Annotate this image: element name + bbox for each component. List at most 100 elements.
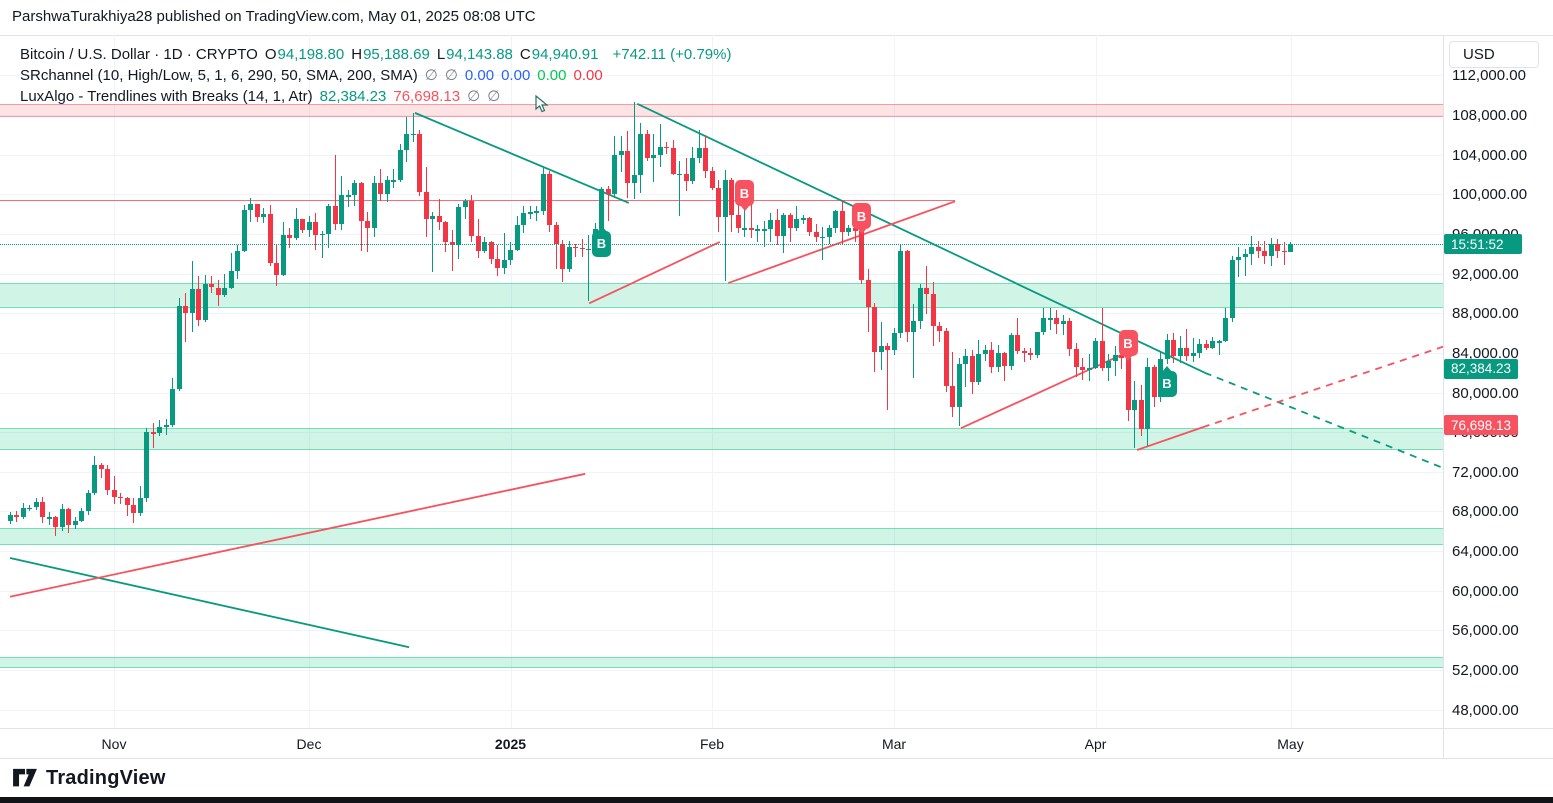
price-axis-label: 68,000.00 [1452, 503, 1519, 521]
price-axis-label: 64,000.00 [1452, 543, 1519, 561]
candle [846, 228, 851, 232]
candle-wick [1062, 315, 1064, 336]
candle [521, 213, 526, 226]
candle [826, 228, 832, 237]
candle [917, 287, 923, 322]
candle [1223, 318, 1228, 341]
candle [1086, 367, 1092, 370]
current-price-line [0, 244, 1443, 246]
candle [1190, 352, 1196, 356]
candle-wick [1186, 329, 1187, 361]
grid-line [114, 35, 115, 728]
candle-wick [822, 227, 823, 260]
candle [937, 326, 942, 332]
ohlc-value: 95,188.69 [363, 46, 430, 63]
candle [118, 496, 123, 499]
grid-line [0, 670, 1443, 672]
candle [1249, 246, 1254, 254]
candle [677, 173, 682, 176]
candle [287, 234, 292, 238]
candle [163, 425, 169, 428]
candle-wick [1192, 338, 1194, 362]
candle [969, 355, 975, 382]
indicator-value: 82,384.23 [319, 88, 387, 105]
indicator-value: ∅ [444, 67, 458, 84]
candle [53, 517, 58, 528]
candle [274, 262, 279, 275]
candle [670, 147, 676, 174]
candle [950, 385, 955, 408]
candle [631, 174, 637, 184]
candle [235, 250, 240, 271]
candle-wick [185, 293, 186, 342]
candle [612, 154, 617, 195]
candle [995, 352, 1001, 367]
candle [157, 427, 162, 434]
candle-wick [1101, 308, 1103, 371]
trendline-break-badge: B [852, 203, 871, 235]
symbol-legend-row[interactable]: Bitcoin / U.S. Dollar · 1D · CRYPTO O94,1… [20, 44, 738, 65]
time-axis-separator [0, 728, 1553, 729]
candle-wick [1004, 351, 1005, 381]
time-axis-label: 2025 [494, 736, 527, 752]
candle-wick [165, 419, 167, 436]
ohlc-value: 94,940.91 [531, 46, 599, 63]
price-axis-label: 72,000.00 [1452, 463, 1519, 481]
candle [417, 133, 422, 193]
time-axis-label: Dec [296, 736, 322, 752]
tradingview-logo[interactable]: TradingView [12, 767, 166, 790]
support-zone [0, 656, 1443, 668]
candle [976, 353, 981, 382]
chart-bottom-border [0, 758, 1553, 759]
candle [1255, 246, 1261, 251]
candle-wick [796, 206, 797, 231]
candle-wick [289, 228, 290, 248]
currency-usd-button[interactable]: USD [1449, 41, 1539, 68]
grid-line [712, 35, 713, 728]
grid-line [0, 392, 1443, 394]
candle [378, 183, 383, 195]
candle-wick [152, 423, 154, 449]
candle [313, 222, 318, 235]
grid-line [0, 75, 1443, 77]
candle [657, 146, 663, 155]
candle [176, 306, 182, 389]
candle [456, 207, 461, 245]
candle [963, 355, 968, 364]
candle-wick [653, 133, 654, 183]
candle [722, 180, 728, 218]
candle [1164, 340, 1170, 359]
time-axis-label: Nov [101, 736, 127, 752]
candle [625, 150, 630, 184]
candle [1145, 366, 1150, 430]
price-axis-label: 100,000.00 [1452, 186, 1528, 204]
candle [1177, 347, 1183, 356]
candle [1112, 354, 1118, 361]
candle [300, 219, 305, 231]
candle [371, 183, 377, 229]
candle [1002, 352, 1007, 366]
mouse-cursor-icon [535, 95, 549, 113]
indicator-value: 0.00 [573, 67, 603, 84]
candle [79, 511, 84, 522]
candle [742, 228, 747, 230]
luxalgo-legend-row[interactable]: LuxAlgo - Trendlines with Breaks (14, 1,… [20, 86, 738, 107]
candle [1275, 243, 1280, 251]
srchannel-legend-row[interactable]: SRchannel (10, High/Low, 5, 1, 6, 290, 5… [20, 65, 738, 86]
grid-line [0, 630, 1443, 632]
trendline-break-badge: B [592, 225, 611, 257]
candle [144, 432, 149, 498]
candle-wick [1088, 353, 1090, 381]
support-zone [0, 527, 1443, 545]
candle [267, 214, 273, 263]
candle [553, 225, 559, 244]
grid-line [0, 194, 1443, 196]
ohlc-key: L [436, 46, 446, 63]
candle [59, 509, 65, 528]
candle-wick [913, 304, 914, 378]
price-axis-label: 80,000.00 [1452, 384, 1519, 402]
candle-wick [367, 212, 368, 252]
candle [1021, 350, 1027, 353]
candle [124, 497, 130, 505]
